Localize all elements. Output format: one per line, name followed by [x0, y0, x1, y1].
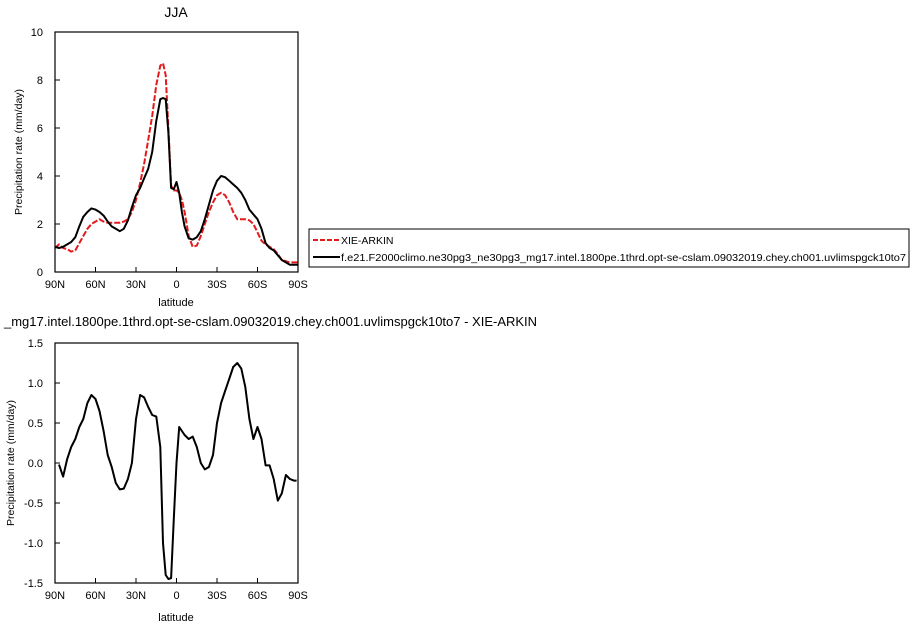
chart-bottom-title: _mg17.intel.1800pe.1thrd.opt-se-cslam.09…	[3, 314, 537, 329]
chart-top-xaxis: 90N 60N 30N 0 30S 60S 90S	[45, 267, 308, 291]
chart-top-series-line-xie-arkin	[54, 62, 298, 264]
chart-top-ytick-label: 0	[37, 267, 43, 279]
chart-top-legend: XIE-ARKIN f.e21.F2000climo.ne30pg3_ne30p…	[308, 228, 910, 268]
chart-bottom: _mg17.intel.1800pe.1thrd.opt-se-cslam.09…	[3, 314, 537, 624]
chart-bottom-series-line-0	[58, 362, 297, 580]
chart-top-series	[54, 62, 298, 266]
legend-label-model: f.e21.F2000climo.ne30pg3_ne30pg3_mg17.in…	[341, 252, 906, 264]
chart-bottom-xtick-label: 30S	[207, 590, 227, 602]
chart-bottom-ytick-label: -0.5	[24, 498, 43, 510]
chart-bottom-xtick-label: 30N	[126, 590, 146, 602]
chart-top-ytick-label: 6	[37, 123, 43, 135]
chart-top: JJA Precipitation rate (mm/day) latitude…	[13, 4, 308, 309]
chart-bottom-ytick-label: -1.5	[24, 578, 43, 590]
chart-bottom-ytick-label: -1.0	[24, 538, 43, 550]
chart-top-yaxis: 0 2 4 6 8 10	[31, 27, 60, 279]
chart-top-xtick-label: 90S	[288, 279, 308, 291]
legend-label-xie-arkin: XIE-ARKIN	[341, 235, 394, 247]
chart-bottom-series	[58, 362, 297, 580]
chart-top-xlabel: latitude	[158, 297, 193, 309]
chart-bottom-ylabel: Precipitation rate (mm/day)	[5, 400, 17, 526]
chart-bottom-xtick-label: 60N	[85, 590, 105, 602]
chart-top-ylabel: Precipitation rate (mm/day)	[13, 89, 25, 215]
chart-bottom-ytick-label: 1.5	[28, 338, 43, 350]
chart-bottom-yaxis: -1.5 -1.0 -0.5 0.0 0.5 1.0 1.5	[24, 338, 60, 590]
chart-top-xtick-label: 30N	[126, 279, 146, 291]
legend-frame	[308, 228, 910, 268]
chart-bottom-xtick-label: 90N	[45, 590, 65, 602]
chart-top-frame	[54, 31, 299, 273]
chart-bottom-xaxis: 90N 60N 30N 0 30S 60S 90S	[45, 578, 308, 602]
chart-bottom-ytick-label: 0.0	[28, 458, 43, 470]
chart-top-ytick-label: 10	[31, 27, 43, 39]
chart-bottom-frame	[54, 342, 299, 584]
chart-top-xtick-label: 60S	[248, 279, 268, 291]
chart-bottom-xtick-label: 90S	[288, 590, 308, 602]
chart-top-ytick-label: 4	[37, 171, 43, 183]
chart-top-xtick-label: 60N	[85, 279, 105, 291]
chart-top-xtick-label: 30S	[207, 279, 227, 291]
chart-top-xtick-label: 0	[173, 279, 179, 291]
chart-top-title: JJA	[164, 4, 188, 20]
chart-top-series-line-f-e21-f2000climo-ne30pg3	[54, 97, 298, 266]
chart-bottom-ytick-label: 1.0	[28, 378, 43, 390]
chart-bottom-xlabel: latitude	[158, 612, 193, 624]
chart-bottom-xtick-label: 0	[173, 590, 179, 602]
chart-bottom-ytick-label: 0.5	[28, 418, 43, 430]
chart-top-ytick-label: 2	[37, 219, 43, 231]
chart-top-xtick-label: 90N	[45, 279, 65, 291]
chart-bottom-xtick-label: 60S	[248, 590, 268, 602]
chart-top-ytick-label: 8	[37, 75, 43, 87]
